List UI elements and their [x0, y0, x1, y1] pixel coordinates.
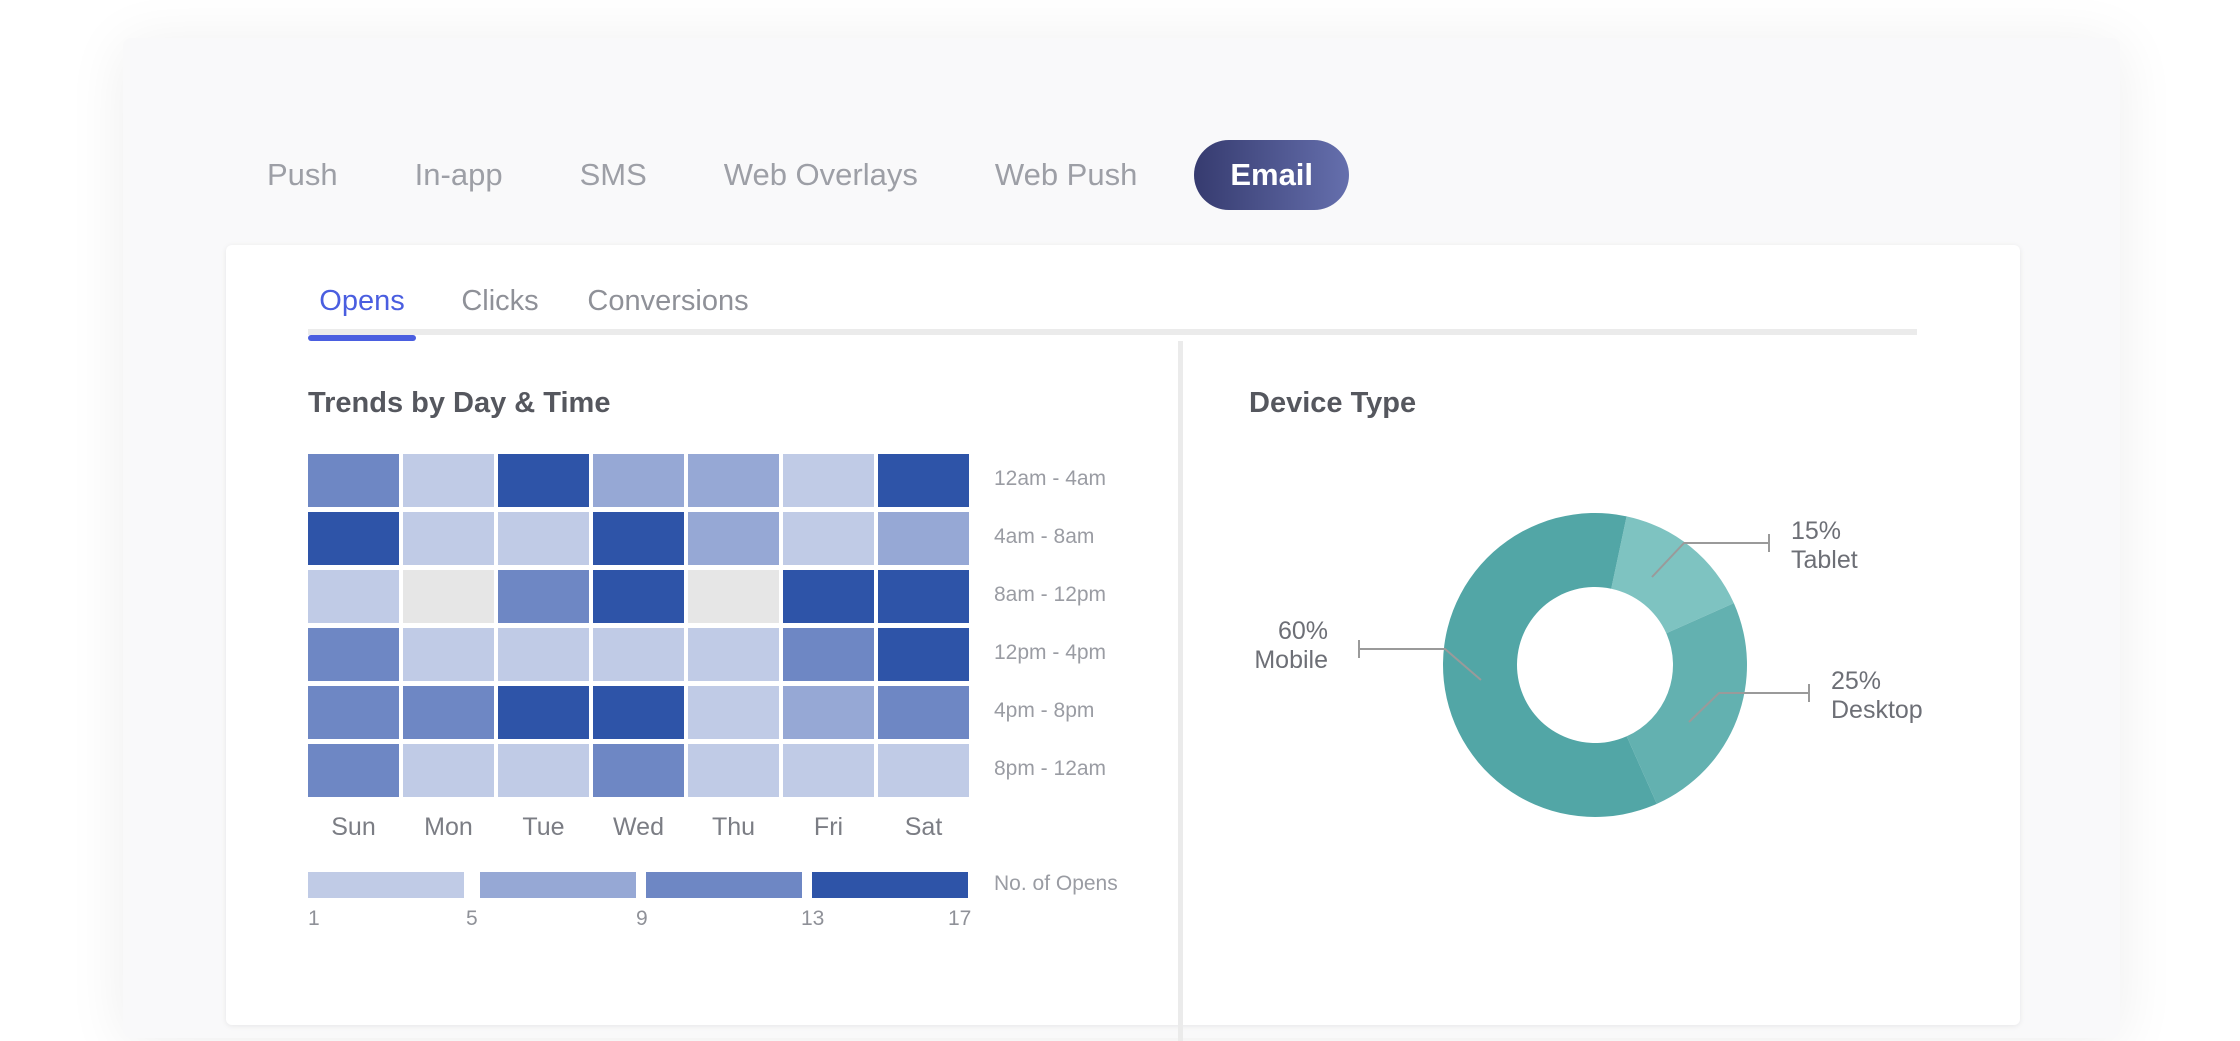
legend-title: No. of Opens — [994, 872, 1118, 895]
heatmap-cell-mon-1[interactable] — [403, 512, 494, 565]
day-label-mon: Mon — [424, 813, 473, 841]
heatmap-cell-sun-0[interactable] — [308, 454, 399, 507]
heatmap-cell-wed-4[interactable] — [593, 686, 684, 739]
tab-email[interactable]: Email — [1194, 140, 1350, 210]
heatmap-cell-thu-3[interactable] — [688, 628, 779, 681]
heatmap-cell-sat-5[interactable] — [878, 744, 969, 797]
heatmap-cell-fri-4[interactable] — [783, 686, 874, 739]
heatmap-cell-wed-1[interactable] — [593, 512, 684, 565]
heatmap-cell-sun-2[interactable] — [308, 570, 399, 623]
heatmap-cell-sat-2[interactable] — [878, 570, 969, 623]
leader-line-desktop — [1688, 692, 1809, 723]
tablet-label: Tablet — [1791, 546, 1858, 574]
heatmap-cell-wed-5[interactable] — [593, 744, 684, 797]
panel-divider — [1178, 341, 1183, 1041]
time-slot-label: 8am - 12pm — [994, 583, 1107, 606]
tablet-value: 15% — [1791, 517, 1842, 545]
time-slot-label: 4am - 8am — [994, 525, 1095, 548]
tab-web-push[interactable]: Web Push — [994, 157, 1138, 192]
heatmap-cell-mon-2[interactable] — [403, 570, 494, 623]
legend-tick-label: 5 — [466, 907, 478, 930]
leader-line-tablet — [1651, 542, 1769, 578]
legend-swatch-4 — [812, 872, 968, 898]
leader-line-mobile — [1359, 648, 1482, 681]
mobile-value: 60% — [1277, 617, 1328, 645]
tab-clicks[interactable]: Clicks — [461, 285, 539, 317]
heatmap-cell-tue-3[interactable] — [498, 628, 589, 681]
heatmap-cell-tue-1[interactable] — [498, 512, 589, 565]
heatmap-cell-sun-1[interactable] — [308, 512, 399, 565]
tab-in-app[interactable]: In-app — [414, 157, 503, 192]
day-label-fri: Fri — [813, 813, 844, 841]
day-label-thu: Thu — [711, 813, 756, 841]
day-label-tue: Tue — [522, 813, 565, 841]
device-title: Device Type — [1249, 387, 1417, 419]
legend-tick-label: 17 — [948, 907, 972, 930]
desktop-label: Desktop — [1831, 696, 1923, 724]
callout-mobile: 60% Mobile — [1246, 617, 1328, 675]
heatmap-cell-sun-3[interactable] — [308, 628, 399, 681]
channel-tabs: Push In-app SMS Web Overlays Web Push Em… — [123, 140, 1350, 210]
heatmap-cell-wed-2[interactable] — [593, 570, 684, 623]
legend-tick-label: 1 — [308, 907, 320, 930]
time-slot-label: 12pm - 4pm — [994, 641, 1107, 664]
heatmap-cell-sat-3[interactable] — [878, 628, 969, 681]
tab-web-overlays[interactable]: Web Overlays — [723, 157, 918, 192]
legend-tick-label: 9 — [636, 907, 648, 930]
heatmap-cell-tue-4[interactable] — [498, 686, 589, 739]
time-slot-label: 8pm - 12am — [994, 757, 1107, 780]
day-label-sat: Sat — [904, 813, 943, 841]
metric-tabs: Opens Clicks Conversions — [308, 285, 1917, 341]
heatmap-cell-mon-3[interactable] — [403, 628, 494, 681]
heatmap-cell-sat-1[interactable] — [878, 512, 969, 565]
tab-push[interactable]: Push — [267, 157, 338, 192]
heatmap-cell-fri-3[interactable] — [783, 628, 874, 681]
heatmap-cell-sat-4[interactable] — [878, 686, 969, 739]
heatmap-cell-mon-5[interactable] — [403, 744, 494, 797]
time-slot-label: 4pm - 8pm — [994, 699, 1095, 722]
time-slot-label: 12am - 4am — [994, 467, 1107, 490]
heatmap-cell-sun-4[interactable] — [308, 686, 399, 739]
legend-swatch-3 — [646, 872, 802, 898]
heatmap-cell-thu-4[interactable] — [688, 686, 779, 739]
heatmap-cell-wed-0[interactable] — [593, 454, 684, 507]
heatmap-cell-sun-5[interactable] — [308, 744, 399, 797]
heatmap-cell-thu-2[interactable] — [688, 570, 779, 623]
heatmap-cell-tue-0[interactable] — [498, 454, 589, 507]
tab-conversions[interactable]: Conversions — [587, 285, 749, 317]
heatmap-cell-tue-5[interactable] — [498, 744, 589, 797]
analytics-card: Opens Clicks Conversions Trends by Day &… — [226, 245, 2020, 1041]
heatmap-cell-thu-0[interactable] — [688, 454, 779, 507]
day-label-wed: Wed — [613, 813, 664, 841]
donut-slice-desktop[interactable] — [1626, 603, 1747, 804]
legend-swatch-2 — [480, 872, 636, 898]
heatmap-cell-wed-3[interactable] — [593, 628, 684, 681]
trends-title: Trends by Day & Time — [308, 387, 611, 419]
legend-tick-label: 13 — [801, 907, 825, 930]
heatmap-cell-fri-0[interactable] — [783, 454, 874, 507]
heatmap-cell-mon-0[interactable] — [403, 454, 494, 507]
callout-tablet: 15% Tablet — [1791, 517, 1858, 575]
heatmap-cell-mon-4[interactable] — [403, 686, 494, 739]
heatmap-cell-fri-1[interactable] — [783, 512, 874, 565]
heatmap-grid — [308, 454, 969, 797]
heatmap-cell-fri-5[interactable] — [783, 744, 874, 797]
heatmap-cell-sat-0[interactable] — [878, 454, 969, 507]
desktop-value: 25% — [1831, 667, 1882, 695]
legend-swatch-1 — [308, 872, 464, 898]
heatmap-cell-fri-2[interactable] — [783, 570, 874, 623]
heatmap-cell-tue-2[interactable] — [498, 570, 589, 623]
heatmap-cell-thu-1[interactable] — [688, 512, 779, 565]
tab-sms[interactable]: SMS — [579, 157, 647, 192]
donut-slice-mobile[interactable] — [1443, 513, 1657, 817]
donut-slice-tablet[interactable] — [1611, 516, 1734, 634]
heatmap-cell-thu-5[interactable] — [688, 744, 779, 797]
mobile-label: Mobile — [1254, 646, 1328, 674]
device-donut-chart — [1358, 513, 1810, 817]
tab-opens[interactable]: Opens — [308, 285, 416, 341]
callout-desktop: 25% Desktop — [1831, 667, 1923, 725]
day-label-sun: Sun — [331, 813, 376, 841]
